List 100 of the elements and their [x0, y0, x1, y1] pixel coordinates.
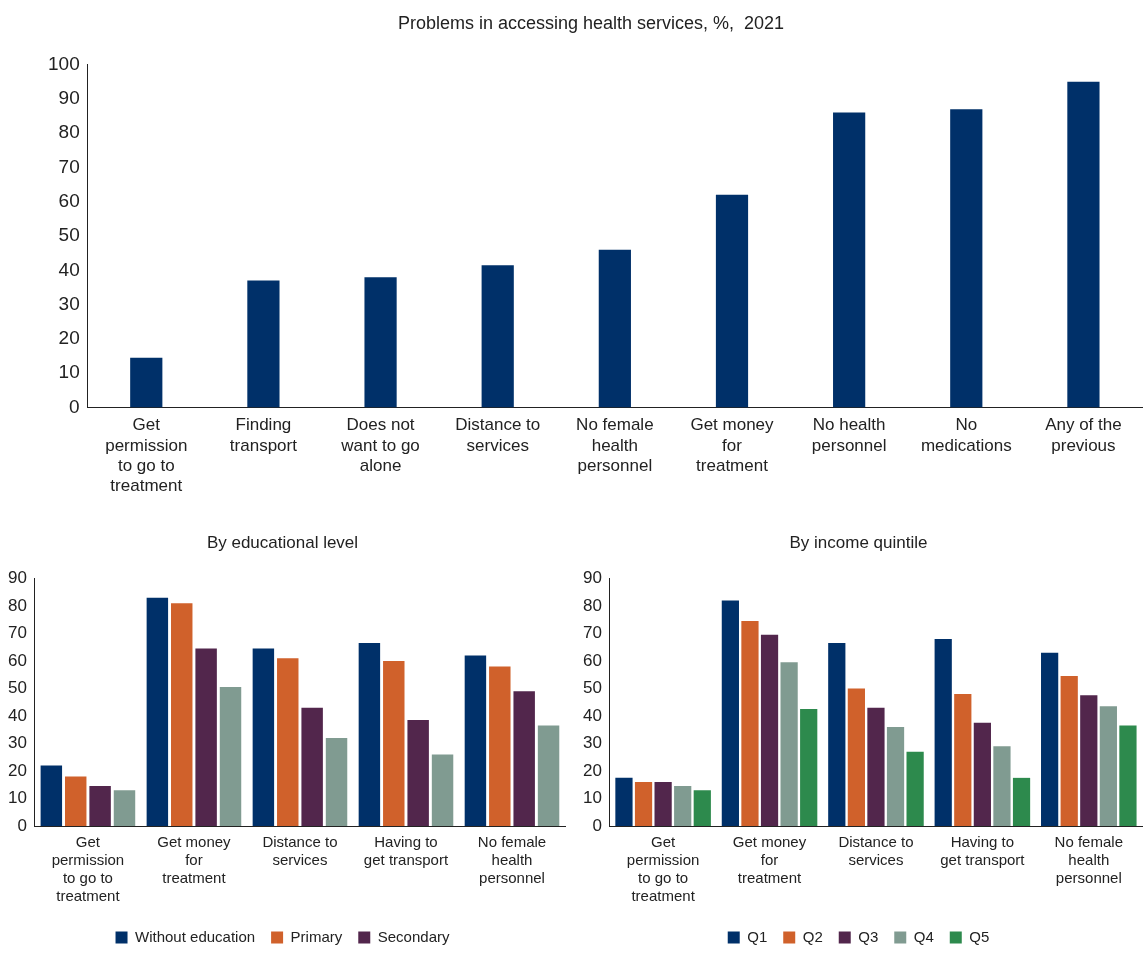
bar: [195, 648, 217, 826]
bar: [847, 688, 865, 826]
x-tick-label: Distance to services: [262, 833, 338, 869]
bar: [1012, 777, 1031, 826]
y-tick-label: 10: [7, 788, 27, 808]
bar: [934, 638, 952, 826]
y-tick-label: 70: [582, 623, 602, 643]
y-tick-label: 20: [582, 760, 602, 780]
bar: [89, 786, 111, 826]
y-tick-label: 10: [582, 788, 602, 808]
legend-label: Q3: [858, 927, 879, 945]
legend-label: Q4: [913, 927, 934, 945]
y-tick-label: 20: [58, 327, 80, 349]
y-tick-label: 90: [7, 568, 27, 588]
x-tick-label: No female health personnel: [1054, 833, 1123, 887]
bar: [693, 790, 711, 826]
bar: [364, 277, 397, 408]
bar: [277, 658, 299, 826]
x-tick-label: Get money for treatment: [157, 833, 232, 887]
y-tick-label: 50: [7, 678, 27, 698]
y-tick-label: 70: [7, 623, 27, 643]
bar: [674, 786, 692, 826]
bar: [481, 265, 514, 408]
x-tick-label: Get money for treatment: [690, 415, 775, 476]
y-tick-label: 70: [58, 155, 80, 177]
bar: [247, 280, 280, 408]
bar: [65, 776, 87, 826]
bar: [828, 643, 846, 826]
bar: [1099, 706, 1117, 826]
bar: [219, 687, 242, 826]
x-tick-label: Distance to services: [838, 833, 914, 869]
x-tick-label: No female health personnel: [477, 833, 547, 887]
x-tick-label: No female health personnel: [576, 415, 654, 476]
y-tick-label: 60: [58, 189, 80, 211]
bar: [171, 603, 193, 826]
bar: [431, 754, 454, 826]
x-tick-label: Does not want to go alone: [340, 415, 420, 476]
bar: [1080, 695, 1098, 826]
bar: [760, 634, 779, 826]
legend-label: Q1: [747, 927, 768, 945]
bar: [1060, 676, 1078, 826]
bar: [715, 194, 749, 408]
bar: [130, 357, 163, 408]
bar: [358, 643, 381, 826]
y-tick-label: 50: [58, 224, 80, 246]
bar: [867, 707, 885, 826]
bar: [301, 707, 323, 826]
bar: [615, 777, 633, 826]
x-tick-label: Having to get transport: [940, 833, 1026, 869]
x-tick-label: Get permission to go to treatment: [51, 833, 125, 905]
bar: [654, 781, 672, 826]
bar: [325, 737, 348, 826]
bar: [634, 781, 653, 826]
y-tick-label: 90: [582, 568, 602, 588]
bar: [252, 648, 275, 826]
y-tick-label: 80: [582, 595, 602, 615]
bar: [833, 112, 866, 408]
bar: [886, 726, 905, 826]
bar: [407, 720, 429, 826]
y-tick-label: 20: [7, 760, 27, 780]
legend-label: Q2: [802, 927, 823, 945]
y-tick-label: 40: [582, 705, 602, 725]
bar: [721, 600, 739, 826]
bar: [537, 725, 560, 826]
y-tick-label: 0: [592, 815, 602, 835]
bar: [113, 790, 136, 826]
legend-label: Without education: [135, 927, 256, 945]
y-tick-label: 40: [7, 705, 27, 725]
y-tick-label: 80: [58, 121, 80, 143]
y-tick-label: 0: [69, 395, 80, 417]
x-tick-label: Any of the previous: [1045, 415, 1122, 455]
y-tick-label: 30: [58, 292, 80, 314]
bar: [489, 666, 511, 826]
chart-title: By educational level: [206, 532, 359, 552]
bar: [1041, 652, 1059, 826]
chart-title: By income quintile: [789, 532, 928, 552]
x-tick-label: No medications: [920, 415, 1012, 455]
y-tick-label: 80: [7, 595, 27, 615]
bar: [800, 709, 818, 826]
bar: [1119, 725, 1137, 826]
bar: [513, 691, 535, 826]
bar: [954, 693, 972, 826]
y-tick-label: 0: [17, 815, 27, 835]
x-tick-label: No health personnel: [811, 415, 887, 455]
y-tick-label: 60: [7, 650, 27, 670]
bar: [146, 597, 169, 826]
y-tick-label: 10: [58, 361, 80, 383]
legend-label: Secondary: [377, 927, 450, 945]
bar: [973, 722, 991, 826]
y-tick-label: 60: [582, 650, 602, 670]
x-tick-label: Get permission to go to treatment: [105, 415, 188, 496]
x-tick-label: Distance to services: [455, 415, 541, 455]
bar: [383, 660, 405, 826]
x-tick-label: Finding transport: [229, 415, 298, 455]
bar: [993, 746, 1011, 826]
x-tick-label: Having to get transport: [363, 833, 449, 869]
bar: [598, 249, 631, 408]
bar: [741, 621, 759, 826]
bar: [464, 655, 487, 826]
bar: [1067, 81, 1100, 408]
